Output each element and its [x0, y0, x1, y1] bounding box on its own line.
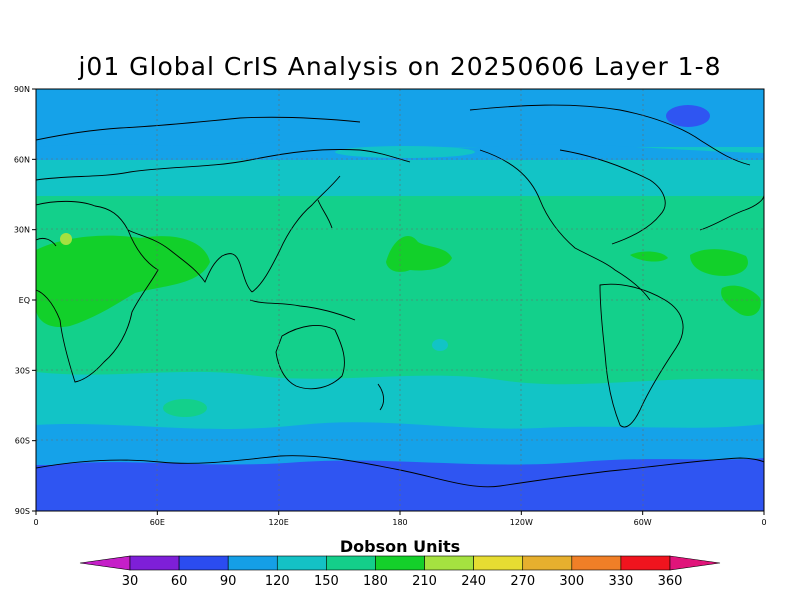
lon-tick-label: 120W — [510, 518, 533, 527]
colorbar-level-label: 30 — [122, 574, 139, 589]
colorbar-swatch — [424, 555, 474, 571]
graticule — [36, 89, 764, 511]
colorbar-swatch — [276, 555, 327, 571]
colorbar-swatch — [129, 555, 180, 571]
colorbar-level-label: 180 — [363, 574, 388, 589]
colorbar-swatch — [326, 555, 376, 571]
patch-indian-ocean — [163, 399, 207, 417]
colorbar-level-label: 210 — [412, 574, 437, 589]
lat-tick-label: 90S — [15, 507, 30, 516]
lat-tick-label: 90N — [14, 85, 30, 94]
band-edge-south-high — [36, 422, 764, 440]
colorbar-level-label: 90 — [220, 574, 237, 589]
colorbar-extend-low — [79, 555, 131, 571]
colorbar-level-label: 360 — [658, 574, 683, 589]
colorbar-swatch — [375, 555, 425, 571]
colorbar-level-label: 300 — [559, 574, 584, 589]
colorbar-swatch — [473, 555, 524, 571]
lat-tick-label: 30S — [15, 366, 30, 375]
lat-tick-label: 60N — [14, 155, 30, 164]
lon-tick-label: 0 — [761, 518, 766, 527]
lat-tick-label: EQ — [19, 296, 30, 305]
colorbar-level-label: 330 — [608, 574, 633, 589]
patch-atlantic — [690, 249, 748, 276]
patch-arctic-low — [666, 105, 710, 127]
longitude-axis: 0 60E 120E 180 120W 60W 0 — [33, 511, 767, 527]
colorbar-swatch — [620, 555, 671, 571]
lon-tick-label: 180 — [392, 518, 407, 527]
lon-tick-label: 60W — [634, 518, 652, 527]
colorbar-swatch — [227, 555, 278, 571]
band-north-high — [36, 89, 764, 147]
patch-sahara-peak — [60, 233, 72, 245]
colorbar-level-label: 120 — [265, 574, 290, 589]
patch-africa — [36, 235, 210, 328]
patch-pacific — [386, 235, 452, 272]
lat-tick-label: 60S — [15, 437, 30, 446]
colorbar-level-label: 150 — [314, 574, 339, 589]
lon-tick-label: 60E — [150, 518, 165, 527]
colorbar-title: Dobson Units — [339, 537, 461, 556]
lon-tick-label: 0 — [33, 518, 38, 527]
colorbar-swatch — [522, 555, 573, 571]
colorbar: 30 60 90 120 150 180 210 240 270 300 330 360 — [79, 555, 721, 589]
colorbar-extend-high — [669, 555, 721, 571]
ozone-field — [36, 89, 764, 511]
patch-atlantic-south — [721, 285, 761, 317]
coastlines — [36, 104, 764, 488]
colorbar-swatch — [571, 555, 622, 571]
colorbar-swatch — [178, 555, 229, 571]
latitude-axis: 90N 60N 30N EQ 30S 60S 90S — [14, 85, 36, 516]
colorbar-level-label: 240 — [461, 574, 486, 589]
colorbar-level-label: 60 — [171, 574, 188, 589]
lat-tick-label: 30N — [14, 226, 30, 235]
colorbar-level-label: 270 — [510, 574, 535, 589]
map-title: j01 Global CrIS Analysis on 20250606 Lay… — [78, 52, 722, 81]
patch-north-lowish — [335, 146, 475, 158]
patch-gulf — [630, 251, 668, 262]
patch-south-lowish — [432, 339, 448, 351]
lon-tick-label: 120E — [269, 518, 289, 527]
